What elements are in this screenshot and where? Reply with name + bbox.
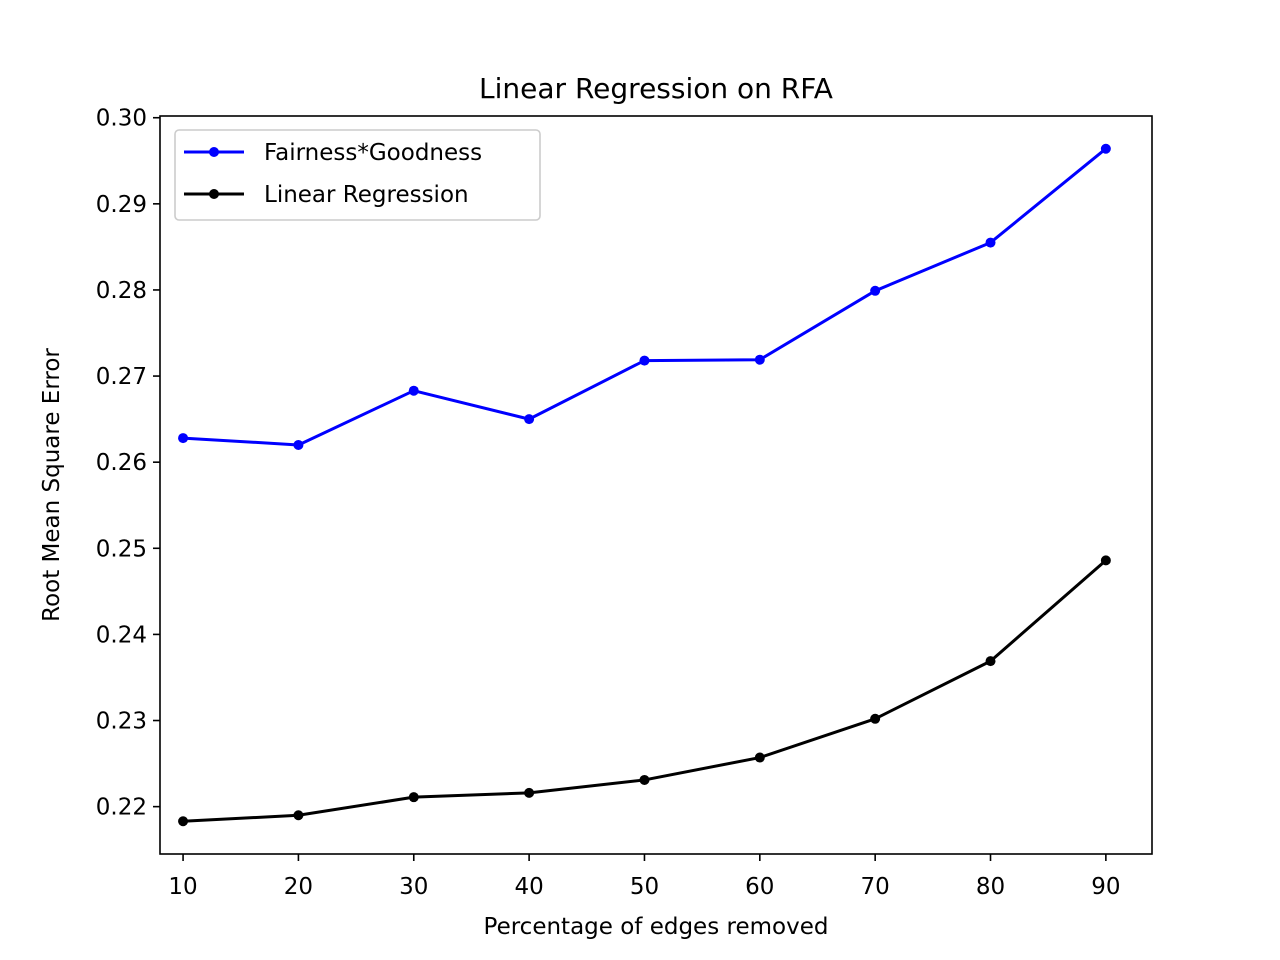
data-point-series-1: [870, 713, 881, 724]
data-point-series-0: [524, 414, 535, 425]
data-point-series-0: [754, 354, 765, 365]
y-tick-label: 0.22: [96, 795, 147, 821]
x-tick-label: 40: [514, 874, 543, 900]
data-point-series-1: [408, 792, 419, 803]
series-layer: [178, 143, 1111, 827]
y-tick-label: 0.24: [96, 622, 147, 648]
data-point-series-0: [870, 285, 881, 296]
chart-title: Linear Regression on RFA: [479, 72, 833, 105]
data-point-series-0: [985, 237, 996, 248]
x-tick-label: 20: [284, 874, 313, 900]
data-point-series-1: [985, 656, 996, 667]
x-tick-label: 90: [1091, 874, 1120, 900]
y-tick-label: 0.30: [96, 106, 147, 132]
x-tick-label: 60: [745, 874, 774, 900]
data-point-series-1: [754, 752, 765, 763]
data-point-series-0: [293, 439, 304, 450]
x-axis-label: Percentage of edges removed: [484, 914, 829, 940]
legend-box: [174, 129, 541, 221]
y-tick-label: 0.26: [96, 450, 147, 476]
legend: Fairness*Goodness Linear Regression: [174, 129, 541, 221]
plot-frame: [159, 115, 1153, 855]
x-tick-label: 30: [399, 874, 428, 900]
data-point-series-1: [524, 787, 535, 798]
legend-label-1: Linear Regression: [264, 182, 469, 208]
x-tick-label: 10: [168, 874, 197, 900]
data-point-series-1: [293, 810, 304, 821]
x-tick-label: 80: [976, 874, 1005, 900]
y-tick-label: 0.23: [96, 709, 147, 735]
legend-marker-1: [209, 189, 219, 199]
y-tick-label: 0.25: [96, 536, 147, 562]
y-tick-label: 0.28: [96, 278, 147, 304]
y-tick-label: 0.29: [96, 192, 147, 218]
legend-items: Fairness*Goodness Linear Regression: [184, 140, 482, 208]
y-axis-ticks: 0.22 0.23 0.24 0.25 0.26 0.27 0.28 0.29 0.30: [96, 106, 160, 821]
data-point-series-1: [178, 816, 189, 827]
data-point-series-0: [408, 385, 419, 396]
legend-label-0: Fairness*Goodness: [264, 140, 482, 166]
x-tick-label: 50: [630, 874, 659, 900]
y-axis-label: Root Mean Square Error: [39, 348, 65, 622]
data-point-series-0: [639, 355, 650, 366]
data-point-series-1: [639, 774, 650, 785]
data-point-series-0: [178, 433, 189, 444]
x-tick-label: 70: [861, 874, 890, 900]
legend-marker-0: [209, 147, 219, 157]
y-tick-label: 0.27: [96, 364, 147, 390]
data-point-series-1: [1100, 555, 1111, 566]
data-point-series-0: [1100, 143, 1111, 154]
plot-area: [159, 115, 1153, 855]
x-axis-ticks: 10 20 30 40 50 60 70 80 90: [168, 854, 1121, 900]
